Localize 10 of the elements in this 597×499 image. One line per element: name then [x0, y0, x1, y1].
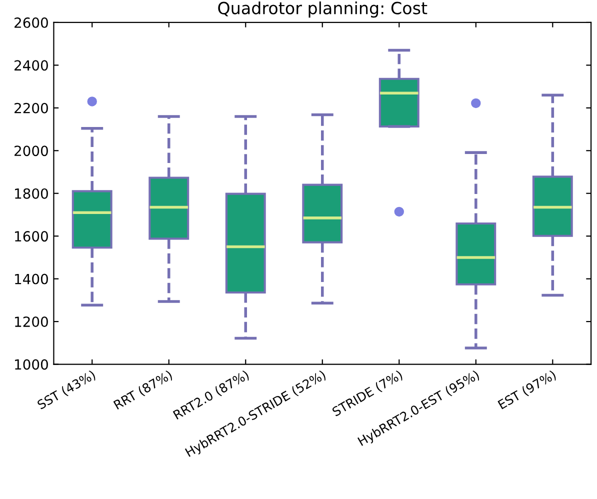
y-tick-label: 2400: [14, 60, 48, 71]
y-tick-label: 1400: [15, 274, 48, 284]
y-tick-label: 1000: [15, 359, 48, 370]
y-tick-label: 1200: [15, 316, 48, 328]
y-tick-label: 2600: [14, 17, 48, 28]
y-tick-label: 1800: [15, 188, 48, 199]
y-tick-label: 2000: [14, 146, 48, 156]
y-tick-label: 1600: [15, 231, 48, 242]
chart-title: Quadrotor planning: Cost: [218, 1, 428, 18]
y-tick-label: 2200: [14, 102, 48, 114]
